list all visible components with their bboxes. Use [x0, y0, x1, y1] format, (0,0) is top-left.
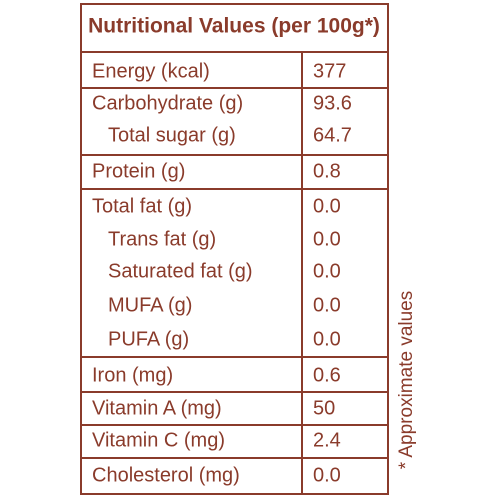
- nutrient-value: 64.7: [313, 124, 352, 146]
- nutrient-label: Cholesterol (mg): [92, 464, 240, 486]
- nutrient-label: MUFA (g): [108, 294, 192, 316]
- nutrient-value: 0.0: [313, 328, 341, 350]
- nutrient-label: Iron (mg): [92, 364, 173, 386]
- nutrient-value: 0.8: [313, 160, 341, 182]
- nutrient-label: Vitamin C (mg): [92, 429, 225, 451]
- nutrient-value: 50: [313, 397, 335, 419]
- nutrient-value: 0.0: [313, 228, 341, 250]
- nutrient-label: Total sugar (g): [108, 124, 236, 146]
- nutrient-label: Trans fat (g): [108, 228, 216, 250]
- nutrient-label: Energy (kcal): [92, 60, 210, 82]
- nutrient-label: Vitamin A (mg): [92, 397, 222, 419]
- nutrient-value: 0.0: [313, 260, 341, 282]
- nutrient-value: 0.0: [313, 195, 341, 217]
- footnote: * Approximate values: [396, 291, 417, 470]
- nutrient-label: Protein (g): [92, 160, 185, 182]
- nutrient-value: 93.6: [313, 92, 352, 114]
- nutrient-label: Total fat (g): [92, 195, 192, 217]
- nutrient-label: PUFA (g): [108, 328, 189, 350]
- nutrient-value: 0.6: [313, 364, 341, 386]
- nutrient-value: 0.0: [313, 294, 341, 316]
- table-title: Nutritional Values (per 100g*): [88, 15, 380, 38]
- nutrient-label: Saturated fat (g): [108, 260, 253, 282]
- nutrient-value: 0.0: [313, 464, 341, 486]
- nutrient-value: 2.4: [313, 429, 341, 451]
- nutrient-value: 377: [313, 60, 346, 82]
- nutrient-label: Carbohydrate (g): [92, 92, 243, 114]
- table-border: [80, 3, 389, 495]
